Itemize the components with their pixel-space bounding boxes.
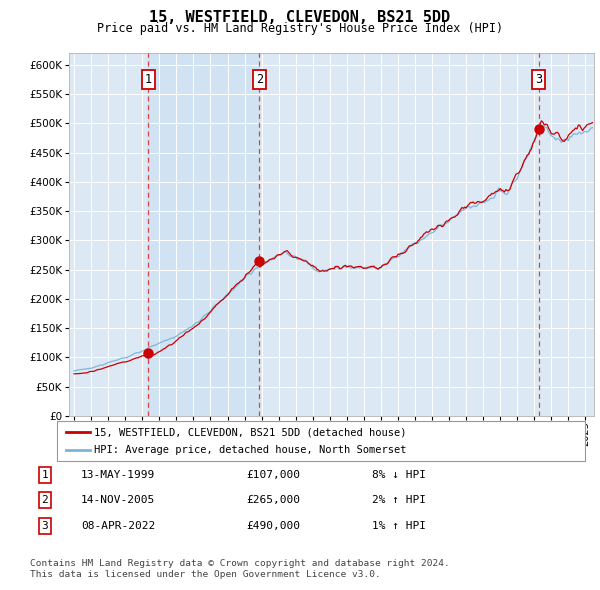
Text: 3: 3 — [535, 73, 542, 86]
Text: HPI: Average price, detached house, North Somerset: HPI: Average price, detached house, Nort… — [94, 445, 407, 455]
Text: Price paid vs. HM Land Registry's House Price Index (HPI): Price paid vs. HM Land Registry's House … — [97, 22, 503, 35]
Text: 3: 3 — [41, 522, 49, 531]
Text: 1% ↑ HPI: 1% ↑ HPI — [372, 522, 426, 531]
Text: Contains HM Land Registry data © Crown copyright and database right 2024.: Contains HM Land Registry data © Crown c… — [30, 559, 450, 568]
Text: £265,000: £265,000 — [246, 496, 300, 505]
Text: 2% ↑ HPI: 2% ↑ HPI — [372, 496, 426, 505]
Text: 15, WESTFIELD, CLEVEDON, BS21 5DD (detached house): 15, WESTFIELD, CLEVEDON, BS21 5DD (detac… — [94, 428, 407, 438]
Text: 13-MAY-1999: 13-MAY-1999 — [81, 470, 155, 480]
Text: 08-APR-2022: 08-APR-2022 — [81, 522, 155, 531]
Text: 15, WESTFIELD, CLEVEDON, BS21 5DD: 15, WESTFIELD, CLEVEDON, BS21 5DD — [149, 10, 451, 25]
Text: 1: 1 — [41, 470, 49, 480]
Text: 8% ↓ HPI: 8% ↓ HPI — [372, 470, 426, 480]
Text: £107,000: £107,000 — [246, 470, 300, 480]
Text: £490,000: £490,000 — [246, 522, 300, 531]
Bar — [148, 53, 259, 416]
Text: This data is licensed under the Open Government Licence v3.0.: This data is licensed under the Open Gov… — [30, 571, 381, 579]
Text: 1: 1 — [145, 73, 152, 86]
Text: 2: 2 — [41, 496, 49, 505]
Text: 14-NOV-2005: 14-NOV-2005 — [81, 496, 155, 505]
Text: 2: 2 — [256, 73, 263, 86]
